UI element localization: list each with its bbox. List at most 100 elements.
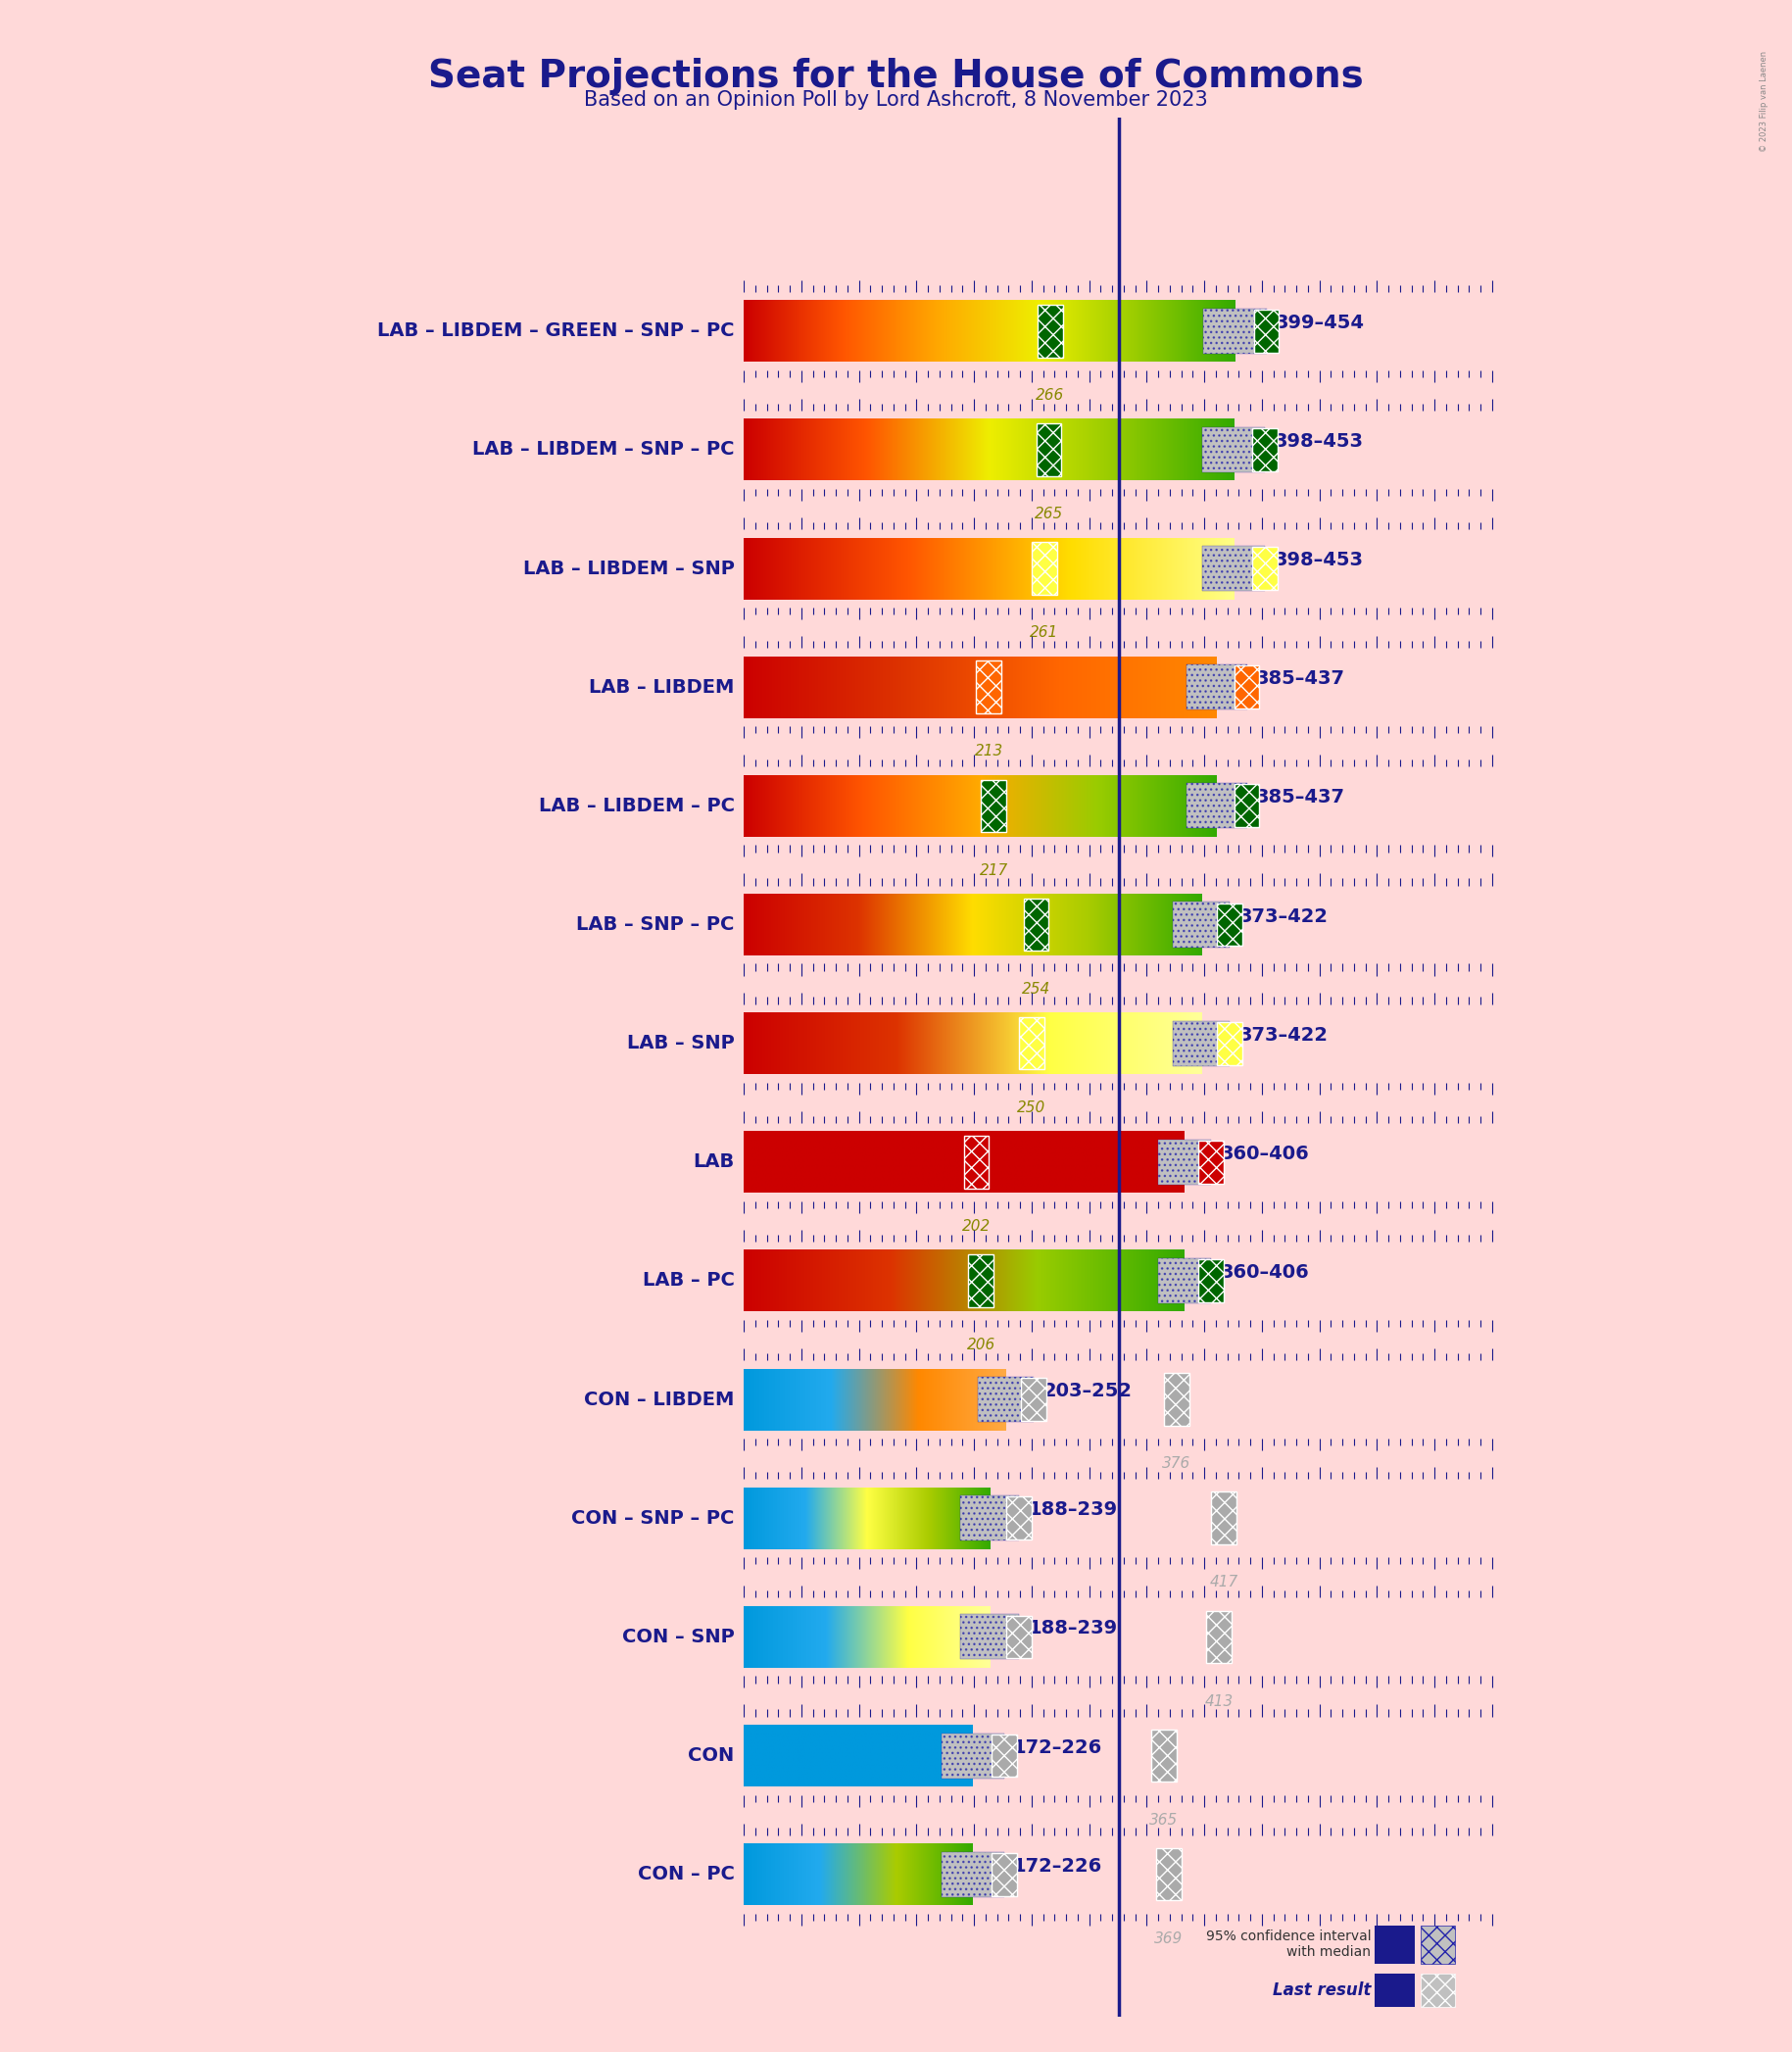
Bar	[1186, 665, 1247, 710]
Bar	[1202, 546, 1265, 591]
Text: CON: CON	[688, 1746, 735, 1765]
Text: LAB – LIBDEM – SNP – PC: LAB – LIBDEM – SNP – PC	[473, 441, 735, 460]
Bar	[1186, 784, 1247, 829]
Bar	[961, 1496, 1020, 1541]
Bar	[1253, 429, 1278, 472]
Text: 373–422: 373–422	[1238, 907, 1328, 925]
Bar	[1036, 423, 1061, 476]
Bar	[1206, 1611, 1231, 1662]
Bar	[980, 780, 1007, 833]
Bar	[1202, 308, 1267, 353]
Bar	[1202, 546, 1265, 591]
Text: 413: 413	[1204, 1693, 1233, 1709]
Bar	[961, 1615, 1020, 1660]
Text: 360–406: 360–406	[1220, 1264, 1310, 1282]
Text: 250: 250	[1018, 1100, 1047, 1114]
Text: Seat Projections for the House of Commons: Seat Projections for the House of Common…	[428, 57, 1364, 94]
Bar	[977, 661, 1002, 714]
Text: 188–239: 188–239	[1029, 1500, 1118, 1518]
Text: LAB – LIBDEM – GREEN – SNP – PC: LAB – LIBDEM – GREEN – SNP – PC	[378, 322, 735, 341]
Bar	[1174, 903, 1229, 948]
Bar	[1421, 1925, 1455, 1964]
Bar	[943, 1851, 1004, 1896]
Text: 376: 376	[1163, 1457, 1192, 1471]
Bar	[977, 1377, 1034, 1422]
Bar	[943, 1851, 1004, 1896]
Bar	[1254, 310, 1279, 353]
Bar	[1199, 1260, 1224, 1303]
Text: 95% confidence interval
with median: 95% confidence interval with median	[1206, 1929, 1371, 1960]
Bar	[1165, 1373, 1190, 1426]
Bar	[1158, 1258, 1211, 1303]
Bar	[1156, 1849, 1181, 1900]
Text: LAB – LIBDEM – PC: LAB – LIBDEM – PC	[539, 796, 735, 815]
Bar	[1174, 1020, 1229, 1065]
Text: CON – PC: CON – PC	[638, 1865, 735, 1884]
Bar	[1235, 665, 1260, 708]
Text: 373–422: 373–422	[1238, 1026, 1328, 1044]
Text: LAB – PC: LAB – PC	[643, 1272, 735, 1291]
Text: Based on an Opinion Poll by Lord Ashcroft, 8 November 2023: Based on an Opinion Poll by Lord Ashcrof…	[584, 90, 1208, 111]
Bar	[1007, 1496, 1032, 1539]
Text: CON – LIBDEM: CON – LIBDEM	[584, 1389, 735, 1410]
Bar	[964, 1135, 989, 1188]
Bar	[1158, 1139, 1211, 1184]
Bar	[1021, 1379, 1047, 1420]
Bar	[1158, 1258, 1211, 1303]
Text: LAB – SNP – PC: LAB – SNP – PC	[577, 915, 735, 934]
Bar	[1023, 899, 1048, 950]
Bar	[1202, 308, 1267, 353]
Bar	[943, 1734, 1004, 1779]
Bar	[977, 1377, 1034, 1422]
Bar	[1174, 903, 1229, 948]
Text: LAB – LIBDEM: LAB – LIBDEM	[590, 677, 735, 696]
Text: Last result: Last result	[1272, 1982, 1371, 1999]
Bar	[1150, 1730, 1177, 1781]
Text: 203–252: 203–252	[1043, 1381, 1133, 1399]
Text: 398–453: 398–453	[1274, 550, 1364, 568]
Text: 266: 266	[1036, 388, 1064, 402]
Text: LAB – LIBDEM – SNP: LAB – LIBDEM – SNP	[523, 558, 735, 579]
Bar	[1217, 1022, 1242, 1065]
Text: 213: 213	[975, 745, 1004, 759]
Bar	[1199, 1141, 1224, 1184]
Text: 202: 202	[962, 1219, 991, 1233]
Bar	[943, 1734, 1004, 1779]
Bar	[961, 1615, 1020, 1660]
Bar	[991, 1853, 1016, 1896]
Text: CON – SNP: CON – SNP	[622, 1627, 735, 1646]
Bar	[1186, 665, 1247, 710]
Bar	[1374, 1925, 1416, 1964]
Text: 172–226: 172–226	[1012, 1738, 1102, 1757]
Text: © 2023 Filip van Laenen: © 2023 Filip van Laenen	[1760, 51, 1769, 152]
Bar	[968, 1254, 993, 1307]
Bar	[1374, 1974, 1416, 2007]
Bar	[991, 1734, 1016, 1777]
Bar	[1186, 784, 1247, 829]
Bar	[1038, 306, 1063, 357]
Text: LAB – SNP: LAB – SNP	[627, 1034, 735, 1053]
Text: 369: 369	[1154, 1931, 1183, 1945]
Bar	[1158, 1139, 1211, 1184]
Bar	[1253, 548, 1278, 589]
Text: 399–454: 399–454	[1276, 314, 1366, 332]
Text: 206: 206	[966, 1338, 995, 1352]
Text: 360–406: 360–406	[1220, 1145, 1310, 1163]
Text: 365: 365	[1150, 1812, 1179, 1826]
Bar	[961, 1496, 1020, 1541]
Text: 265: 265	[1034, 507, 1063, 521]
Bar	[1007, 1615, 1032, 1658]
Text: 385–437: 385–437	[1256, 788, 1346, 806]
Text: 217: 217	[978, 862, 1007, 878]
Bar	[1217, 903, 1242, 946]
Text: CON – SNP – PC: CON – SNP – PC	[572, 1508, 735, 1527]
Text: 385–437: 385–437	[1256, 669, 1346, 687]
Bar	[1174, 1020, 1229, 1065]
Bar	[1211, 1492, 1236, 1545]
Text: LAB: LAB	[694, 1153, 735, 1172]
Text: 417: 417	[1210, 1576, 1238, 1590]
Bar	[1020, 1018, 1045, 1069]
Bar	[1202, 427, 1265, 472]
Text: 398–453: 398–453	[1274, 433, 1364, 451]
Text: 172–226: 172–226	[1012, 1857, 1102, 1876]
